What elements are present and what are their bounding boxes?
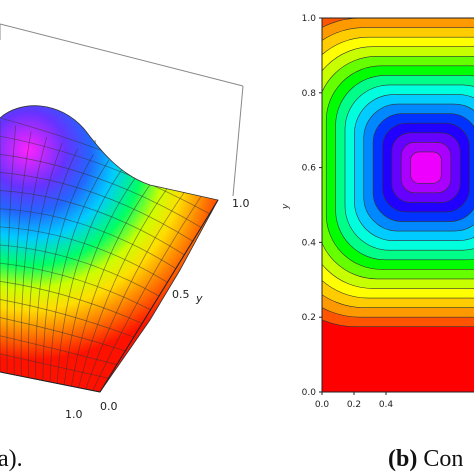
mesh-line: [0, 280, 143, 324]
x-axis-ticks: 0.0 0.2 0.4: [315, 392, 394, 410]
y-tick-label: 0.4: [302, 238, 317, 248]
y-tick-label: 0.8: [302, 89, 317, 99]
mesh-line: [0, 244, 160, 297]
mesh-line: [0, 226, 168, 283]
mesh-line: [0, 317, 126, 352]
y-tick-label: 1.0: [232, 197, 250, 210]
y-tick-label: 0.0: [302, 388, 317, 398]
y-tick-label: 0.5: [172, 288, 190, 301]
surface-plot: 1.0 0.5 0.0 y 1.0: [0, 23, 250, 421]
x-tick-label: 0.0: [315, 400, 330, 410]
mesh-line: [0, 153, 202, 228]
caption-a-text: a).: [0, 446, 23, 472]
caption-b: (b) Con: [388, 446, 463, 473]
mesh-line: [92, 194, 203, 391]
mesh-line: [0, 172, 193, 242]
y-axis-label: y: [281, 203, 291, 210]
y-axis-label: y: [195, 292, 203, 305]
y-tick-label: 1.0: [302, 14, 317, 24]
mesh-line: [0, 353, 109, 379]
y-axis-ticks: 0.0 0.2 0.4 0.6 0.8 1.0: [302, 14, 322, 398]
contour-band: [410, 151, 442, 184]
mesh-line: [27, 142, 63, 378]
mesh-line: [78, 182, 172, 388]
y-axis-ticks: 1.0 0.5 0.0 y: [100, 197, 250, 413]
mesh-line: [49, 159, 110, 383]
surface-outline: [0, 105, 219, 393]
caption-b-text: Con: [423, 446, 464, 472]
mesh-line: [0, 135, 210, 215]
mesh-line: [6, 125, 16, 374]
x-axis-ticks: 1.0: [65, 408, 83, 421]
mesh-line: [0, 299, 134, 338]
mesh-line: [20, 137, 48, 377]
caption-a: a).: [0, 446, 23, 473]
x-tick-label: 0.2: [347, 400, 361, 410]
x-tick-label: 1.0: [65, 408, 83, 421]
y-tick-label: 0.0: [100, 400, 118, 413]
caption-b-label: (b): [388, 446, 418, 472]
y-tick-label: 0.2: [302, 313, 316, 323]
mesh-line: [0, 335, 117, 365]
mesh-line: [0, 262, 151, 311]
contour-plot: 0.0 0.2 0.4 0.6 0.8 1.0 0.0 0.2 0.4 y: [281, 14, 474, 410]
surface: [0, 105, 218, 392]
plot-frame: [321, 17, 474, 393]
mesh-line: [0, 190, 185, 256]
y-tick-label: 0.6: [302, 164, 317, 174]
mesh-line: [0, 208, 177, 269]
x-tick-label: 0.4: [379, 400, 394, 410]
